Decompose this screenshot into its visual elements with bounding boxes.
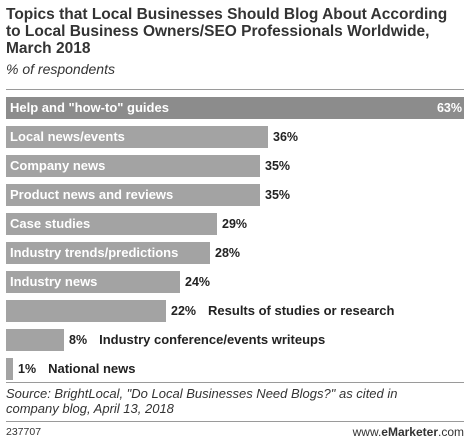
bar-value-label: 28% — [215, 246, 241, 260]
category-label: Industry trends/predictions — [10, 245, 179, 260]
bar-value-label: 8% — [69, 333, 88, 347]
chart-subtitle: % of respondents — [6, 61, 115, 77]
bar-value-label: 22% — [171, 304, 197, 318]
brand-prefix: www. — [352, 425, 382, 439]
bar-value-label: 36% — [273, 130, 299, 144]
bar — [6, 126, 268, 148]
category-label: Case studies — [10, 216, 91, 231]
chart-title: Topics that Local Businesses Should Blog… — [6, 6, 448, 57]
footer-divider — [6, 421, 464, 422]
bar-value-label: 63% — [436, 101, 462, 115]
category-label: Help and "how-to" guides — [10, 100, 169, 115]
brand-name: eMarketer — [381, 425, 438, 439]
bar-value-label: 24% — [185, 275, 211, 289]
brand-suffix: .com — [437, 425, 464, 439]
category-label: Product news and reviews — [10, 187, 174, 202]
bar-value-label: 35% — [265, 188, 291, 202]
bar — [6, 155, 260, 177]
top-divider — [6, 89, 464, 90]
bar — [6, 213, 217, 235]
category-label: National news — [48, 361, 136, 376]
bar-value-label: 1% — [18, 362, 37, 376]
category-label: Results of studies or research — [208, 303, 395, 318]
bottom-divider — [6, 382, 464, 383]
bar — [6, 97, 464, 119]
category-label: Company news — [10, 158, 106, 173]
category-label: Industry news — [10, 274, 98, 289]
bar — [6, 358, 13, 380]
bar-value-label: 35% — [265, 159, 291, 173]
bar — [6, 242, 210, 264]
category-label: Industry conference/events writeups — [99, 332, 326, 347]
chart-id: 237707 — [6, 426, 42, 438]
bar — [6, 329, 64, 351]
bar-value-label: 29% — [222, 217, 248, 231]
brand-link[interactable]: www.eMarketer.com — [353, 425, 464, 439]
source-note: Source: BrightLocal, "Do Local Businesse… — [6, 386, 398, 416]
bar — [6, 271, 180, 293]
bar — [6, 300, 166, 322]
category-label: Local news/events — [10, 129, 125, 144]
bar — [6, 184, 260, 206]
